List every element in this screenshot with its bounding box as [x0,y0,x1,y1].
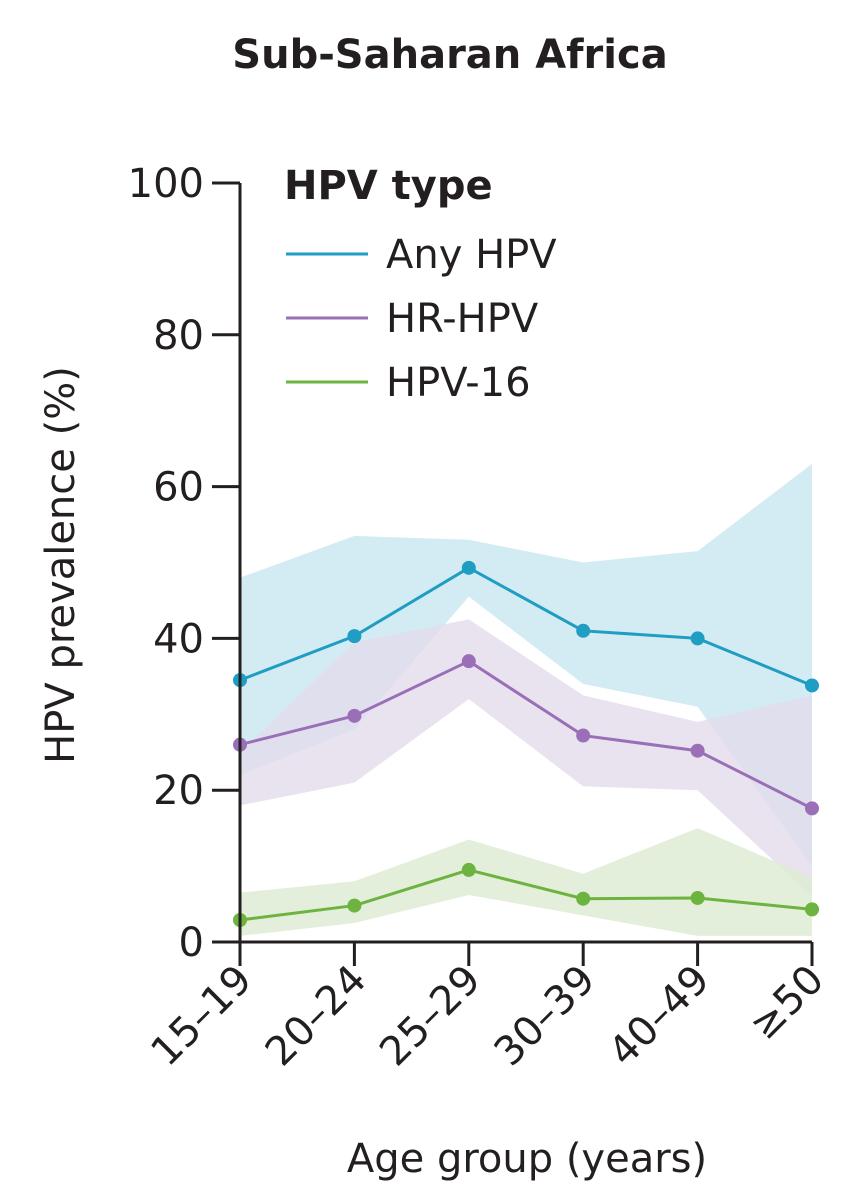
x-tick-label: 25–29 [371,957,490,1076]
legend: HPV type Any HPV HR-HPV HPV-16 [284,163,557,406]
data-point-hpv-16-3 [576,891,591,906]
x-tick-label: 15–19 [142,957,261,1076]
data-point-any-hpv-4 [690,631,705,646]
data-point-hr-hpv-2 [461,654,476,669]
series-points [233,560,819,927]
x-tick-label: ≥50 [741,957,833,1049]
y-tick-label: 80 [153,313,204,359]
data-point-any-hpv-1 [347,629,362,644]
legend-title: HPV type [284,163,493,209]
confidence-bands [240,463,812,936]
data-point-hpv-16-5 [805,902,819,917]
data-point-any-hpv-3 [576,623,591,638]
y-tick-label: 100 [128,161,204,207]
data-point-hpv-16-4 [690,890,705,905]
data-point-any-hpv-5 [805,678,819,693]
y-tick-label: 20 [153,768,204,814]
chart-title: Sub-Saharan Africa [232,32,667,78]
x-tick-label: 40–49 [600,957,719,1076]
series-lines [239,566,813,922]
ci-band-hpv-16 [240,828,812,936]
x-tick-label: 20–24 [257,957,376,1076]
series-line-hpv-16 [239,868,813,922]
data-point-any-hpv-2 [461,560,476,575]
data-point-hpv-16-2 [461,862,476,877]
data-point-hpv-16-1 [347,898,362,913]
series-line-any-hpv [239,566,813,687]
data-point-hr-hpv-1 [347,708,362,723]
x-tick-label: 30–39 [486,957,605,1076]
data-point-hr-hpv-4 [690,743,705,758]
ci-band-hr-hpv [240,619,812,897]
x-axis-title: Age group (years) [347,1136,707,1182]
y-axis-title: HPV prevalence (%) [38,366,84,764]
ci-band-any-hpv [240,463,812,867]
legend-label-any-hpv: Any HPV [386,232,557,278]
legend-label-hr-hpv: HR-HPV [386,296,539,342]
y-tick-label: 0 [179,920,204,966]
data-point-hr-hpv-5 [805,801,819,816]
data-point-hr-hpv-3 [576,728,591,743]
y-tick-label: 40 [153,616,204,662]
legend-label-hpv-16: HPV-16 [386,360,531,406]
y-tick-label: 60 [153,465,204,511]
series-line-hr-hpv [239,659,813,810]
